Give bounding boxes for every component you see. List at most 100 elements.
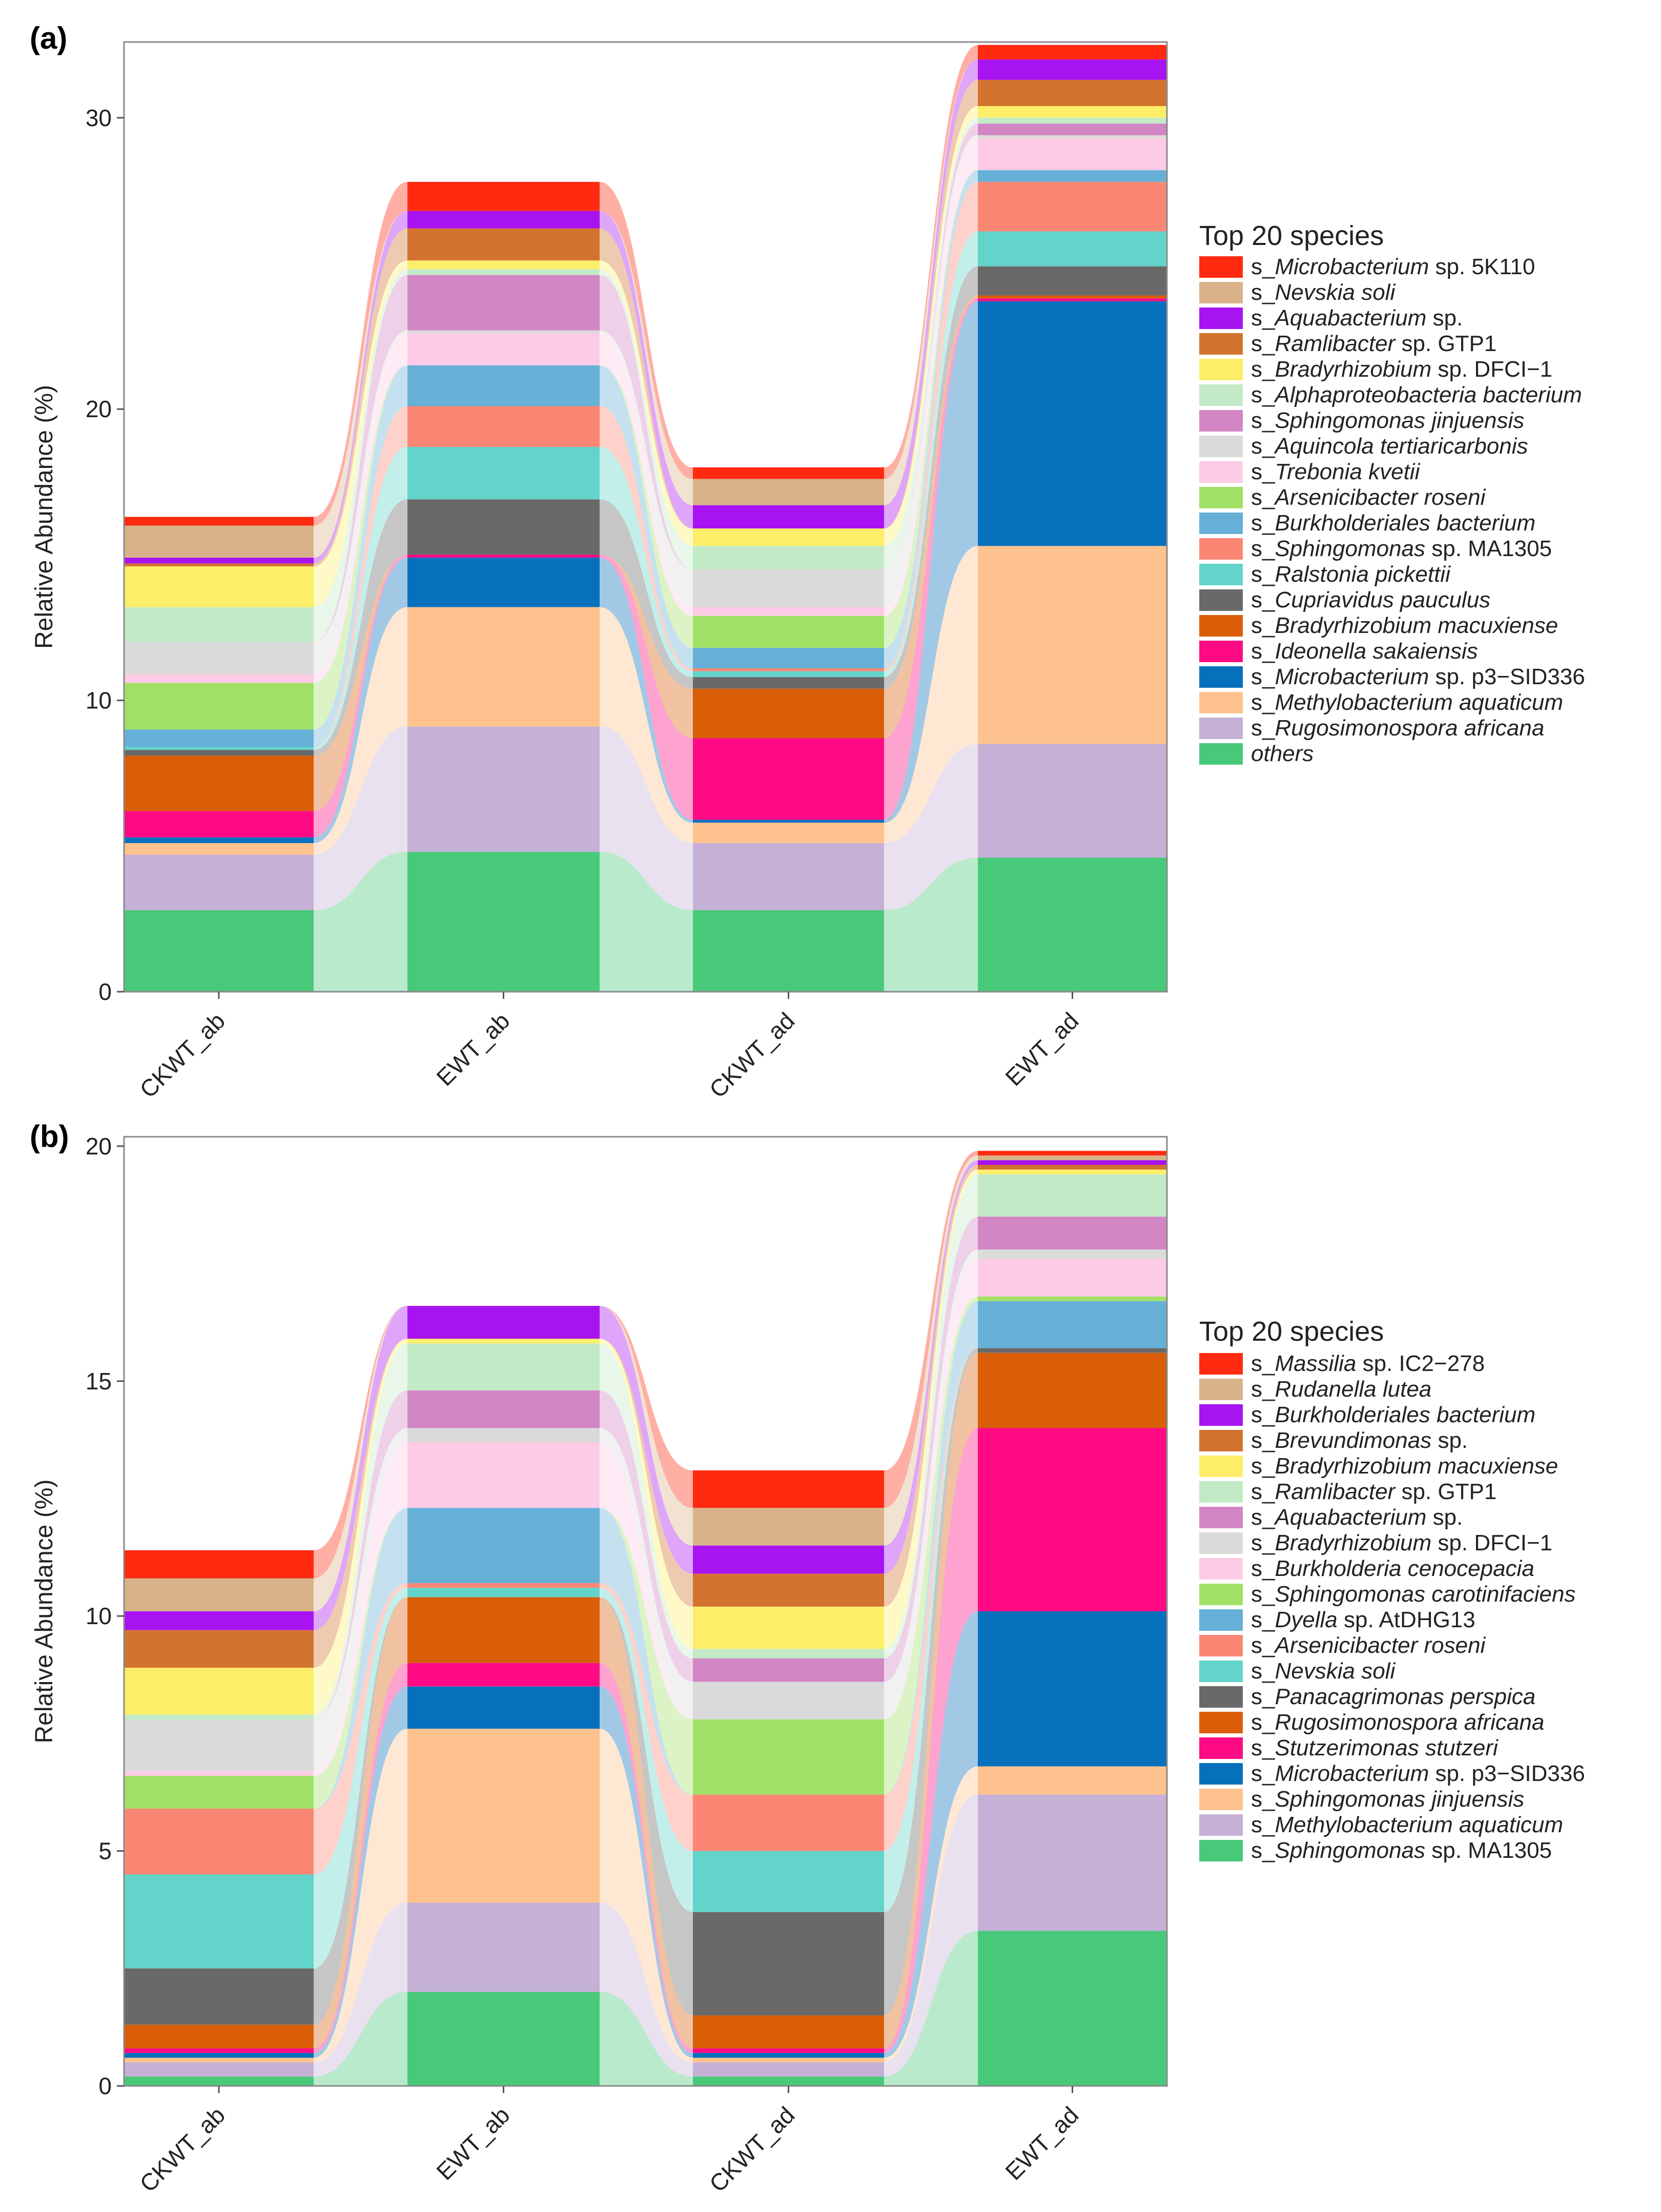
flow-band [314,365,407,730]
legend-entry: s_Burkholderiales bacterium [1251,510,1535,536]
flow-band [314,365,407,747]
y-axis-label: Relative Abundance (%) [31,1480,58,1744]
legend-swatch [1199,513,1243,534]
legend-swatch [1199,1737,1243,1759]
bar-segment [693,1794,884,1851]
flow-band [600,1428,693,1719]
flow-band [884,1931,978,2086]
bar-segment [407,1390,600,1428]
bar-segment [407,181,600,211]
flow-band [600,1339,693,1607]
bar-segment [124,566,314,607]
x-tick-label: EWT_ad [1000,2101,1083,2185]
flow-band [884,1165,978,1607]
bar-segment [693,1912,884,2016]
legend-entry: s_Bradyrhizobium macuxiense [1251,1453,1558,1479]
bar-segment [124,517,314,526]
legend-entry: s_Rudanella lutea [1251,1377,1431,1402]
legend-entry: s_Cupriavidus pauculus [1251,587,1490,612]
bar-segment [978,124,1167,135]
flow-band [600,1508,693,1795]
bar-segment [978,1259,1167,1297]
legend-swatch [1199,564,1243,585]
legend-swatch [1199,589,1243,611]
bar-segment [978,744,1167,858]
legend-entry: s_Sphingomonas sp. MA1305 [1251,536,1552,561]
legend-entry: s_Microbacterium sp. 5K110 [1251,254,1535,279]
x-tick-label: EWT_ab [431,2101,515,2185]
bar-segment [693,2057,884,2063]
legend-entry: s_Ralstonia pickettii [1251,562,1451,587]
flow-band [884,295,978,739]
x-tick-label: CKWT_ab [134,2101,230,2197]
flow-band [314,852,407,992]
flow-band [884,1353,978,2049]
flow-band [600,1992,693,2086]
flow-band [600,1663,693,2053]
flow-band [884,1155,978,1546]
bar-segment [978,1250,1167,1259]
flow-band [600,1306,693,1546]
flow-band [314,558,407,844]
legend-swatch [1199,461,1243,483]
flow-band [600,447,693,678]
bar-segment [124,525,314,558]
bar-segment [693,1649,884,1658]
bar-segment [693,738,884,820]
flow-band [600,1306,693,1508]
legend-swatch [1199,1353,1243,1375]
bar-segment [124,674,314,683]
bar-segment [407,1306,600,1339]
legend-swatch [1199,410,1243,432]
x-tick-label: CKWT_ad [704,1007,800,1103]
legend-entry: s_Microbacterium sp. p3−SID336 [1251,664,1585,689]
bar-segment [978,1151,1167,1156]
bar-segment [407,406,600,447]
flow-band [314,1306,407,1579]
flow-band [884,1174,978,1658]
flow-band [884,231,978,678]
flow-band [314,1902,407,2077]
bar-segment [124,2076,314,2086]
legend-swatch [1199,641,1243,662]
bar-segment [978,295,1167,299]
alluvial-flows [314,45,978,992]
flow-band [314,1306,407,1630]
y-tick-label: 10 [86,1603,112,1629]
bar-segment [978,1170,1167,1175]
bar-segment [124,729,314,747]
bar-segment [407,1663,600,1687]
flow-band [600,852,693,992]
flow-band [314,1339,407,1715]
legend-swatch [1199,1532,1243,1554]
flow-band [600,365,693,648]
flow-band [314,1428,407,1771]
bar-segment [124,1630,314,1668]
alluvial-flows [314,1151,978,2086]
bar-segment [124,1719,314,1771]
bar-segment [693,607,884,616]
legend-swatch [1199,1379,1243,1400]
flow-band [600,211,693,529]
legend-swatch [1199,1686,1243,1708]
bar-segment [978,1766,1167,1795]
legend-entry: s_Ramlibacter sp. GTP1 [1251,331,1496,356]
legend-entry: s_Burkholderiales bacterium [1251,1402,1535,1427]
legend-entry: s_Bradyrhizobium macuxiense [1251,613,1558,638]
bar-segment [693,2048,884,2053]
bar-segment [693,1545,884,1574]
flow-band [314,211,407,558]
flow-band [314,330,407,674]
legend-title: Top 20 species [1199,220,1384,251]
stacked-bars [124,1151,1167,2086]
flow-band [884,1250,978,1719]
panel-label: (a) [30,21,67,55]
bar-segment [407,1428,600,1442]
flow-band [884,1428,978,2053]
bar-segment [407,1442,600,1508]
flow-band [314,555,407,837]
bar-segment [124,1714,314,1719]
legend-swatch [1199,1814,1243,1836]
